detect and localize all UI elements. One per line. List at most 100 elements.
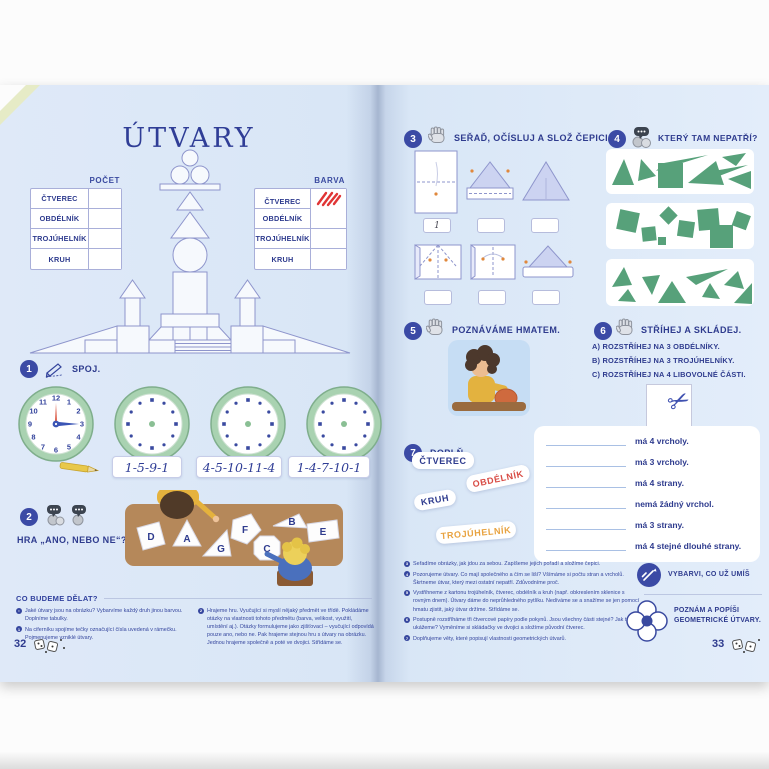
footer-divider-right	[644, 594, 762, 595]
clock-number: 7	[40, 442, 46, 451]
color-table: ČTVEREC OBDÉLNÍK TROJÚHELNÍK KRUH	[254, 188, 347, 270]
clock-number: 2	[76, 406, 81, 416]
origami-order-box[interactable]	[477, 218, 505, 233]
clock-number: 3	[79, 419, 85, 429]
answer-line[interactable]	[546, 477, 626, 488]
answer-line[interactable]	[546, 498, 626, 509]
note-number: 6	[404, 616, 410, 623]
sequence-box: 1-5-9-1	[112, 456, 182, 478]
dice-icon	[34, 639, 65, 653]
footer-note: • Jaké útvary jsou na obrázku? Vybarvíme…	[16, 607, 190, 623]
note-text: Doplňujeme věty, které popisují vlastnos…	[413, 635, 567, 642]
cut-option-b: B) ROZSTŘÍHEJ NA 3 TROJÚHELNÍKY.	[592, 356, 735, 365]
bottom-shadow	[0, 752, 769, 769]
count-answer-cell[interactable]	[89, 209, 121, 228]
touch-game-illustration	[448, 340, 530, 416]
word-card-ctverec[interactable]: ČTVEREC	[412, 452, 474, 469]
note-number: 3	[404, 560, 410, 567]
footer-note: 5 Vystřihneme z kartonu trojúhelník, čtv…	[404, 589, 642, 613]
color-table-label: BARVA	[314, 176, 345, 185]
footer-notes-col1: • Jaké útvary jsou na obrázku? Vybarvíme…	[16, 607, 190, 644]
clock-number: 1	[66, 397, 72, 406]
note-text: Seřadíme obrázky, jak jdou za sebou. Zap…	[413, 561, 601, 567]
speech-bubbles-icon	[632, 127, 651, 148]
card-letter: C	[263, 544, 270, 555]
row-label: OBDÉLNÍK	[31, 209, 89, 228]
note-text: Vystřihneme z kartonu trojúhelník, čtver…	[413, 590, 640, 613]
note-text: Postupně rozstříháme tři čtvercové papír…	[413, 617, 630, 632]
red-scribble	[316, 191, 342, 207]
card-letter: E	[320, 527, 327, 538]
count-answer-cell[interactable]	[89, 189, 121, 208]
page-title: ÚTVARY	[122, 123, 256, 154]
clock-number: 12	[51, 393, 61, 403]
footer-note: 4 Pozorujeme útvary. Co mají společného …	[404, 571, 642, 587]
sequence-box: 1-4-7-10-1	[288, 456, 370, 478]
answer-line[interactable]	[546, 519, 626, 530]
note-number: 1	[16, 626, 22, 633]
origami-order-box[interactable]	[478, 290, 506, 305]
row-label: ČTVEREC	[255, 189, 311, 213]
clock-filled: 12 1 2 3 4 5 6 7 8 9 10 11	[18, 386, 94, 462]
origami-step-fold	[466, 161, 514, 200]
note-text: Jaké útvary jsou na obrázku? Vybarvíme k…	[25, 608, 183, 623]
activity6-badge: 6	[594, 322, 612, 340]
cut-option-a: A) ROZSTŘÍHEJ NA 3 OBDÉLNÍKY.	[592, 342, 720, 351]
activity3-badge: 3	[404, 130, 422, 148]
dice-icon	[732, 639, 760, 653]
color-badge-label: VYBARVI, CO UŽ UMÍŠ	[668, 571, 750, 578]
clock-blank[interactable]	[306, 386, 382, 462]
color-answer-cell[interactable]	[311, 229, 346, 248]
answer-line[interactable]	[546, 435, 626, 446]
sentence: nemá žádný vrchol.	[635, 499, 714, 509]
count-answer-cell[interactable]	[89, 229, 121, 248]
activity4-label: KTERÝ TAM NEPATŘÍ?	[658, 133, 758, 143]
clock-blank[interactable]	[114, 386, 190, 462]
footer-note: 3 Seřadíme obrázky, jak jdou za sebou. Z…	[404, 560, 642, 568]
footer-note: 1 Na ciferníku spojíme tečky označující …	[16, 626, 190, 642]
activity6-label: STŘÍHEJ A SKLÁDEJ.	[641, 325, 742, 335]
odd-one-out-panel-triangles1[interactable]	[606, 149, 754, 194]
clock-number: 5	[66, 442, 72, 451]
answer-line[interactable]	[546, 540, 626, 551]
footer-heading: CO BUDEME DĚLAT?	[16, 594, 98, 603]
sentence: má 4 strany.	[635, 478, 684, 488]
row-label: OBDÉLNÍK	[255, 209, 311, 228]
minute-hand	[54, 421, 79, 427]
sequence-box: 4-5-10-11-4	[196, 456, 282, 478]
note-number: 2	[198, 607, 204, 614]
yellow-pencil	[59, 462, 100, 473]
card-letter: F	[242, 525, 248, 536]
card-letter: A	[183, 534, 190, 545]
hand-icon	[428, 126, 445, 143]
activity1-label: SPOJ.	[72, 364, 101, 374]
page-curl-cut	[0, 85, 26, 111]
origami-order-box[interactable]: 1	[423, 218, 451, 233]
origami-order-box[interactable]	[424, 290, 452, 305]
count-table: ČTVEREC OBDÉLNÍK TROJÚHELNÍK KRUH	[30, 188, 122, 270]
note-text: Na ciferníku spojíme tečky označující čí…	[25, 626, 177, 641]
activity1-badge: 1	[20, 360, 38, 378]
odd-one-out-panel-squares[interactable]	[606, 203, 754, 249]
page-number-left: 32	[14, 638, 27, 650]
fill-in-panel: má 4 vrcholy. má 3 vrcholy. má 4 strany.…	[534, 426, 760, 562]
page-number-right: 33	[712, 638, 725, 650]
footer-divider	[104, 598, 372, 599]
clock-blank[interactable]	[210, 386, 286, 462]
origami-order-box[interactable]	[531, 218, 559, 233]
color-answer-cell[interactable]	[311, 249, 346, 269]
origami-order-box[interactable]	[532, 290, 560, 305]
book-gutter	[346, 85, 410, 682]
odd-one-out-panel-triangles2[interactable]	[606, 259, 754, 306]
card-letter: B	[288, 517, 295, 528]
flower-goal-icon[interactable]	[626, 600, 668, 642]
color-answer-cell[interactable]	[311, 209, 346, 228]
count-answer-cell[interactable]	[89, 249, 121, 269]
pencil-icon	[45, 363, 64, 378]
row-label: KRUH	[31, 249, 89, 269]
clock-number: 6	[53, 445, 59, 455]
cut-paper-square[interactable]	[646, 384, 692, 434]
answer-line[interactable]	[546, 456, 626, 467]
hand-icon	[426, 318, 443, 335]
